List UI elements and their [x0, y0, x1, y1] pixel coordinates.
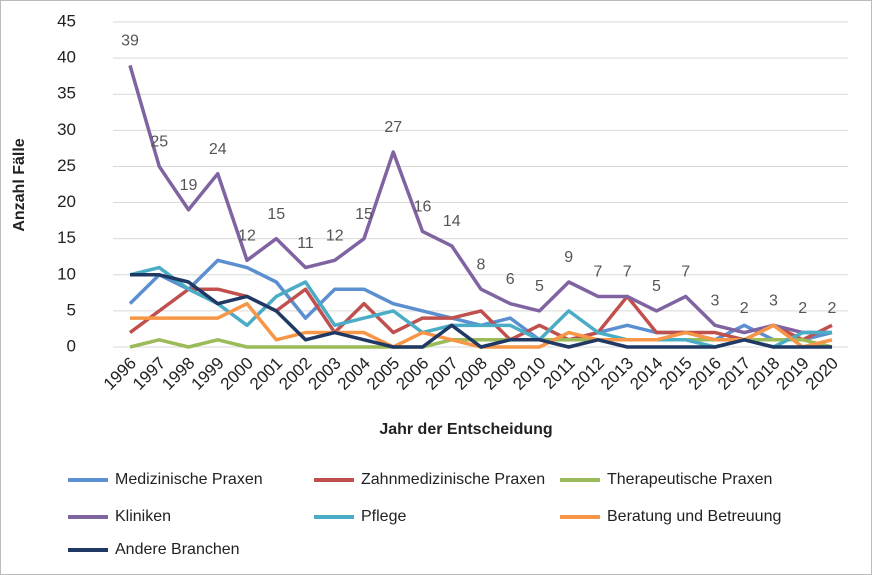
- data-label: 19: [180, 177, 198, 194]
- legend-label: Kliniken: [115, 508, 171, 525]
- data-label: 39: [121, 33, 139, 50]
- y-tick-label: 35: [57, 84, 76, 103]
- data-label: 25: [150, 134, 168, 151]
- legend-label: Zahnmedizinische Praxen: [361, 471, 545, 488]
- y-tick-label: 0: [67, 336, 76, 355]
- x-axis-label: Jahr der Entscheidung: [379, 421, 552, 438]
- data-label: 27: [384, 119, 402, 136]
- data-label: 7: [623, 264, 632, 281]
- legend-label: Medizinische Praxen: [115, 471, 263, 488]
- data-label: 5: [652, 278, 661, 295]
- y-tick-label: 45: [57, 11, 76, 30]
- y-tick-label: 5: [67, 300, 76, 319]
- y-tick-label: 15: [57, 228, 76, 247]
- series-line: [130, 273, 832, 349]
- data-label: 9: [564, 249, 573, 266]
- legend-label: Pflege: [361, 508, 406, 525]
- data-label: 7: [594, 264, 603, 281]
- data-label: 2: [828, 300, 837, 317]
- data-label: 16: [414, 199, 432, 216]
- data-label: 11: [297, 235, 314, 252]
- y-axis-label: Anzahl Fälle: [11, 138, 28, 231]
- data-label: 15: [355, 206, 373, 223]
- data-label: 2: [740, 300, 749, 317]
- legend-label: Therapeutische Praxen: [607, 471, 772, 488]
- data-label: 3: [711, 293, 720, 310]
- data-label: 24: [209, 141, 227, 158]
- y-tick-label: 40: [57, 48, 76, 67]
- data-label: 5: [535, 278, 544, 295]
- data-label: 12: [238, 228, 256, 245]
- data-label: 7: [681, 264, 690, 281]
- y-tick-label: 20: [57, 192, 76, 211]
- data-label: 3: [769, 293, 778, 310]
- legend-label: Andere Branchen: [115, 541, 240, 558]
- data-label: 6: [506, 271, 515, 288]
- y-tick-label: 10: [57, 264, 76, 283]
- data-label: 14: [443, 213, 461, 230]
- data-label: 8: [477, 256, 486, 273]
- y-tick-label: 25: [57, 156, 76, 175]
- legend-label: Beratung und Betreuung: [607, 508, 781, 525]
- data-label: 15: [267, 206, 285, 223]
- y-tick-label: 30: [57, 120, 76, 139]
- series-line: [128, 64, 832, 335]
- data-label: 12: [326, 228, 344, 245]
- data-label: 2: [798, 300, 807, 317]
